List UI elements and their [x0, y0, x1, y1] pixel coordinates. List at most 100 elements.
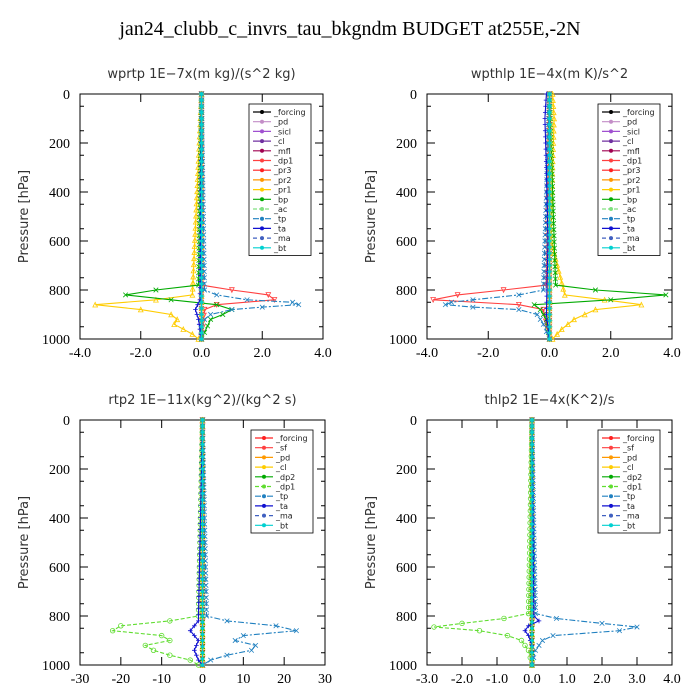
data-point — [564, 321, 571, 328]
data-point — [190, 267, 197, 274]
data-point — [199, 281, 204, 287]
data-point — [554, 261, 561, 268]
legend-marker — [262, 436, 266, 440]
legend-marker — [609, 177, 613, 182]
data-point — [174, 316, 181, 323]
legend-label: _pr3 — [622, 166, 640, 175]
data-point — [547, 263, 552, 268]
legend-label: _bt — [273, 244, 286, 253]
legend-marker — [609, 139, 613, 144]
legend-marker — [609, 207, 613, 211]
legend-label: _cl — [275, 463, 287, 472]
legend-marker — [609, 484, 613, 489]
legend-label: _tp — [622, 492, 635, 501]
data-point — [200, 478, 205, 484]
data-point — [551, 245, 558, 251]
x-tick-label: 0 — [199, 672, 206, 687]
data-point — [199, 263, 204, 268]
series-line — [125, 93, 234, 340]
data-point — [203, 588, 209, 595]
data-point — [203, 570, 209, 576]
data-point — [526, 633, 531, 638]
data-point — [200, 503, 205, 509]
data-point — [200, 644, 205, 649]
data-point — [199, 324, 204, 330]
data-point — [551, 233, 557, 239]
chart-title: thlp2 1E−4x(K^2)/s — [485, 393, 615, 408]
data-point — [200, 515, 205, 521]
data-point — [187, 628, 193, 633]
y-tick-label: 800 — [49, 284, 70, 299]
data-point — [529, 454, 535, 460]
data-point — [431, 624, 437, 630]
y-tick-label: 400 — [396, 186, 417, 201]
data-point — [199, 152, 204, 158]
legend-label: _cl — [273, 137, 285, 146]
data-point — [203, 582, 209, 588]
data-point — [540, 306, 547, 313]
data-point — [203, 595, 209, 601]
legend-marker — [260, 207, 264, 211]
data-point — [547, 116, 552, 121]
data-point — [536, 642, 542, 648]
data-point — [202, 558, 209, 564]
data-point — [454, 292, 461, 299]
data-point — [200, 527, 205, 533]
legend-marker — [260, 187, 264, 192]
data-point — [547, 220, 552, 225]
data-point — [516, 292, 522, 298]
data-point — [529, 460, 535, 466]
data-point — [199, 183, 204, 189]
data-point — [122, 292, 129, 298]
data-point — [541, 262, 547, 269]
data-point — [196, 638, 201, 643]
data-point — [199, 287, 204, 293]
legend-marker — [609, 474, 613, 479]
data-point — [191, 243, 198, 249]
data-point — [200, 472, 205, 478]
data-point — [608, 297, 614, 303]
data-point — [208, 316, 214, 322]
data-point — [581, 311, 588, 318]
data-point — [201, 256, 207, 262]
x-tick-label: 30 — [318, 672, 332, 687]
legend-label: _tp — [273, 215, 286, 224]
data-point — [500, 287, 507, 294]
data-point — [152, 296, 159, 303]
data-point — [202, 533, 208, 539]
x-tick-label: 2.0 — [602, 346, 620, 361]
data-point — [558, 326, 565, 332]
legend-label: _sf — [622, 444, 634, 453]
legend-marker — [260, 158, 264, 163]
legend-marker — [262, 455, 266, 460]
x-tick-label: -2.0 — [451, 672, 473, 687]
data-point — [547, 238, 552, 244]
y-axis-label: Pressure [hPa] — [364, 170, 379, 263]
data-point — [199, 269, 204, 274]
data-point — [541, 250, 548, 256]
data-point — [142, 642, 149, 649]
data-point — [525, 610, 532, 617]
data-point — [547, 318, 552, 323]
data-point — [259, 304, 265, 310]
legend-label: _cl — [622, 463, 634, 472]
y-tick-label: 400 — [396, 512, 417, 527]
x-tick-label: 4.0 — [314, 346, 332, 361]
data-point — [199, 165, 204, 170]
data-point — [547, 269, 552, 274]
data-point — [199, 177, 204, 183]
data-point — [547, 214, 552, 219]
data-point — [265, 292, 272, 299]
legend-label: _sf — [275, 444, 287, 453]
data-point — [200, 466, 205, 472]
data-point — [547, 257, 552, 262]
legend-marker — [260, 197, 264, 202]
legend-marker — [609, 523, 613, 528]
data-point — [504, 632, 511, 639]
legend-marker — [609, 513, 613, 518]
legend-label: _tp — [275, 492, 288, 501]
data-point — [552, 264, 558, 270]
legend-marker — [260, 129, 264, 134]
data-point — [200, 540, 205, 545]
